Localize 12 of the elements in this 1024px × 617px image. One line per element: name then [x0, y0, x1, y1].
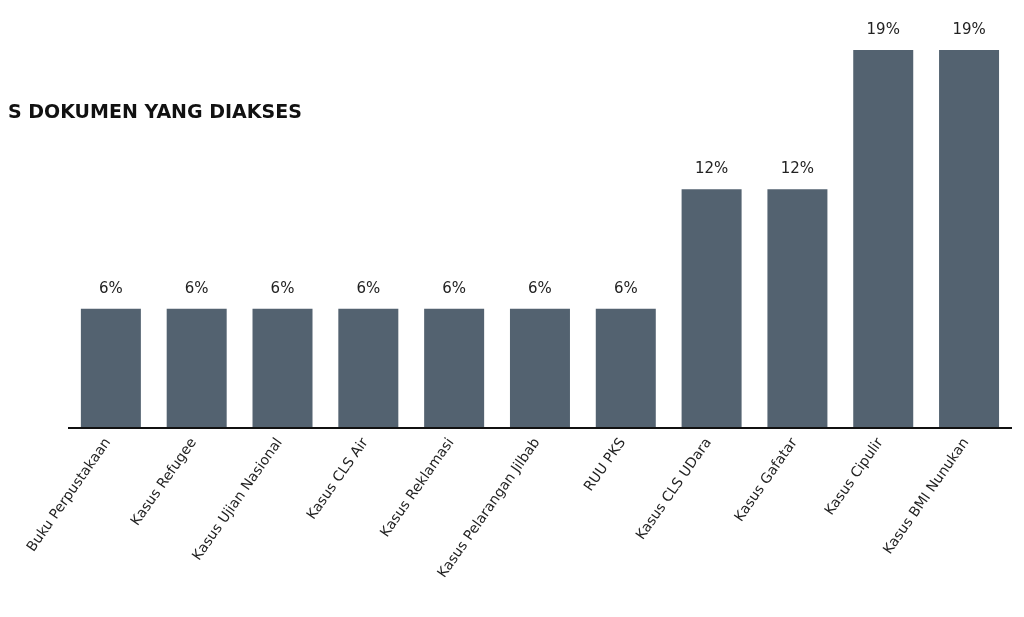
text: S DOKUMEN YANG DIAKSES — [8, 100, 302, 122]
data-label: 6% — [270, 278, 295, 297]
data-label: 19% — [952, 20, 986, 38]
data-label: 6% — [184, 278, 209, 297]
data-label: 6% — [442, 278, 467, 297]
data-label: 6% — [613, 278, 638, 297]
data-label: 6% — [98, 278, 123, 297]
data-label: 12% — [694, 159, 729, 178]
data-label: 6% — [528, 278, 552, 297]
data-label: 6% — [356, 278, 381, 297]
data-label: 12% — [780, 159, 815, 178]
data-label: 19% — [866, 20, 900, 38]
